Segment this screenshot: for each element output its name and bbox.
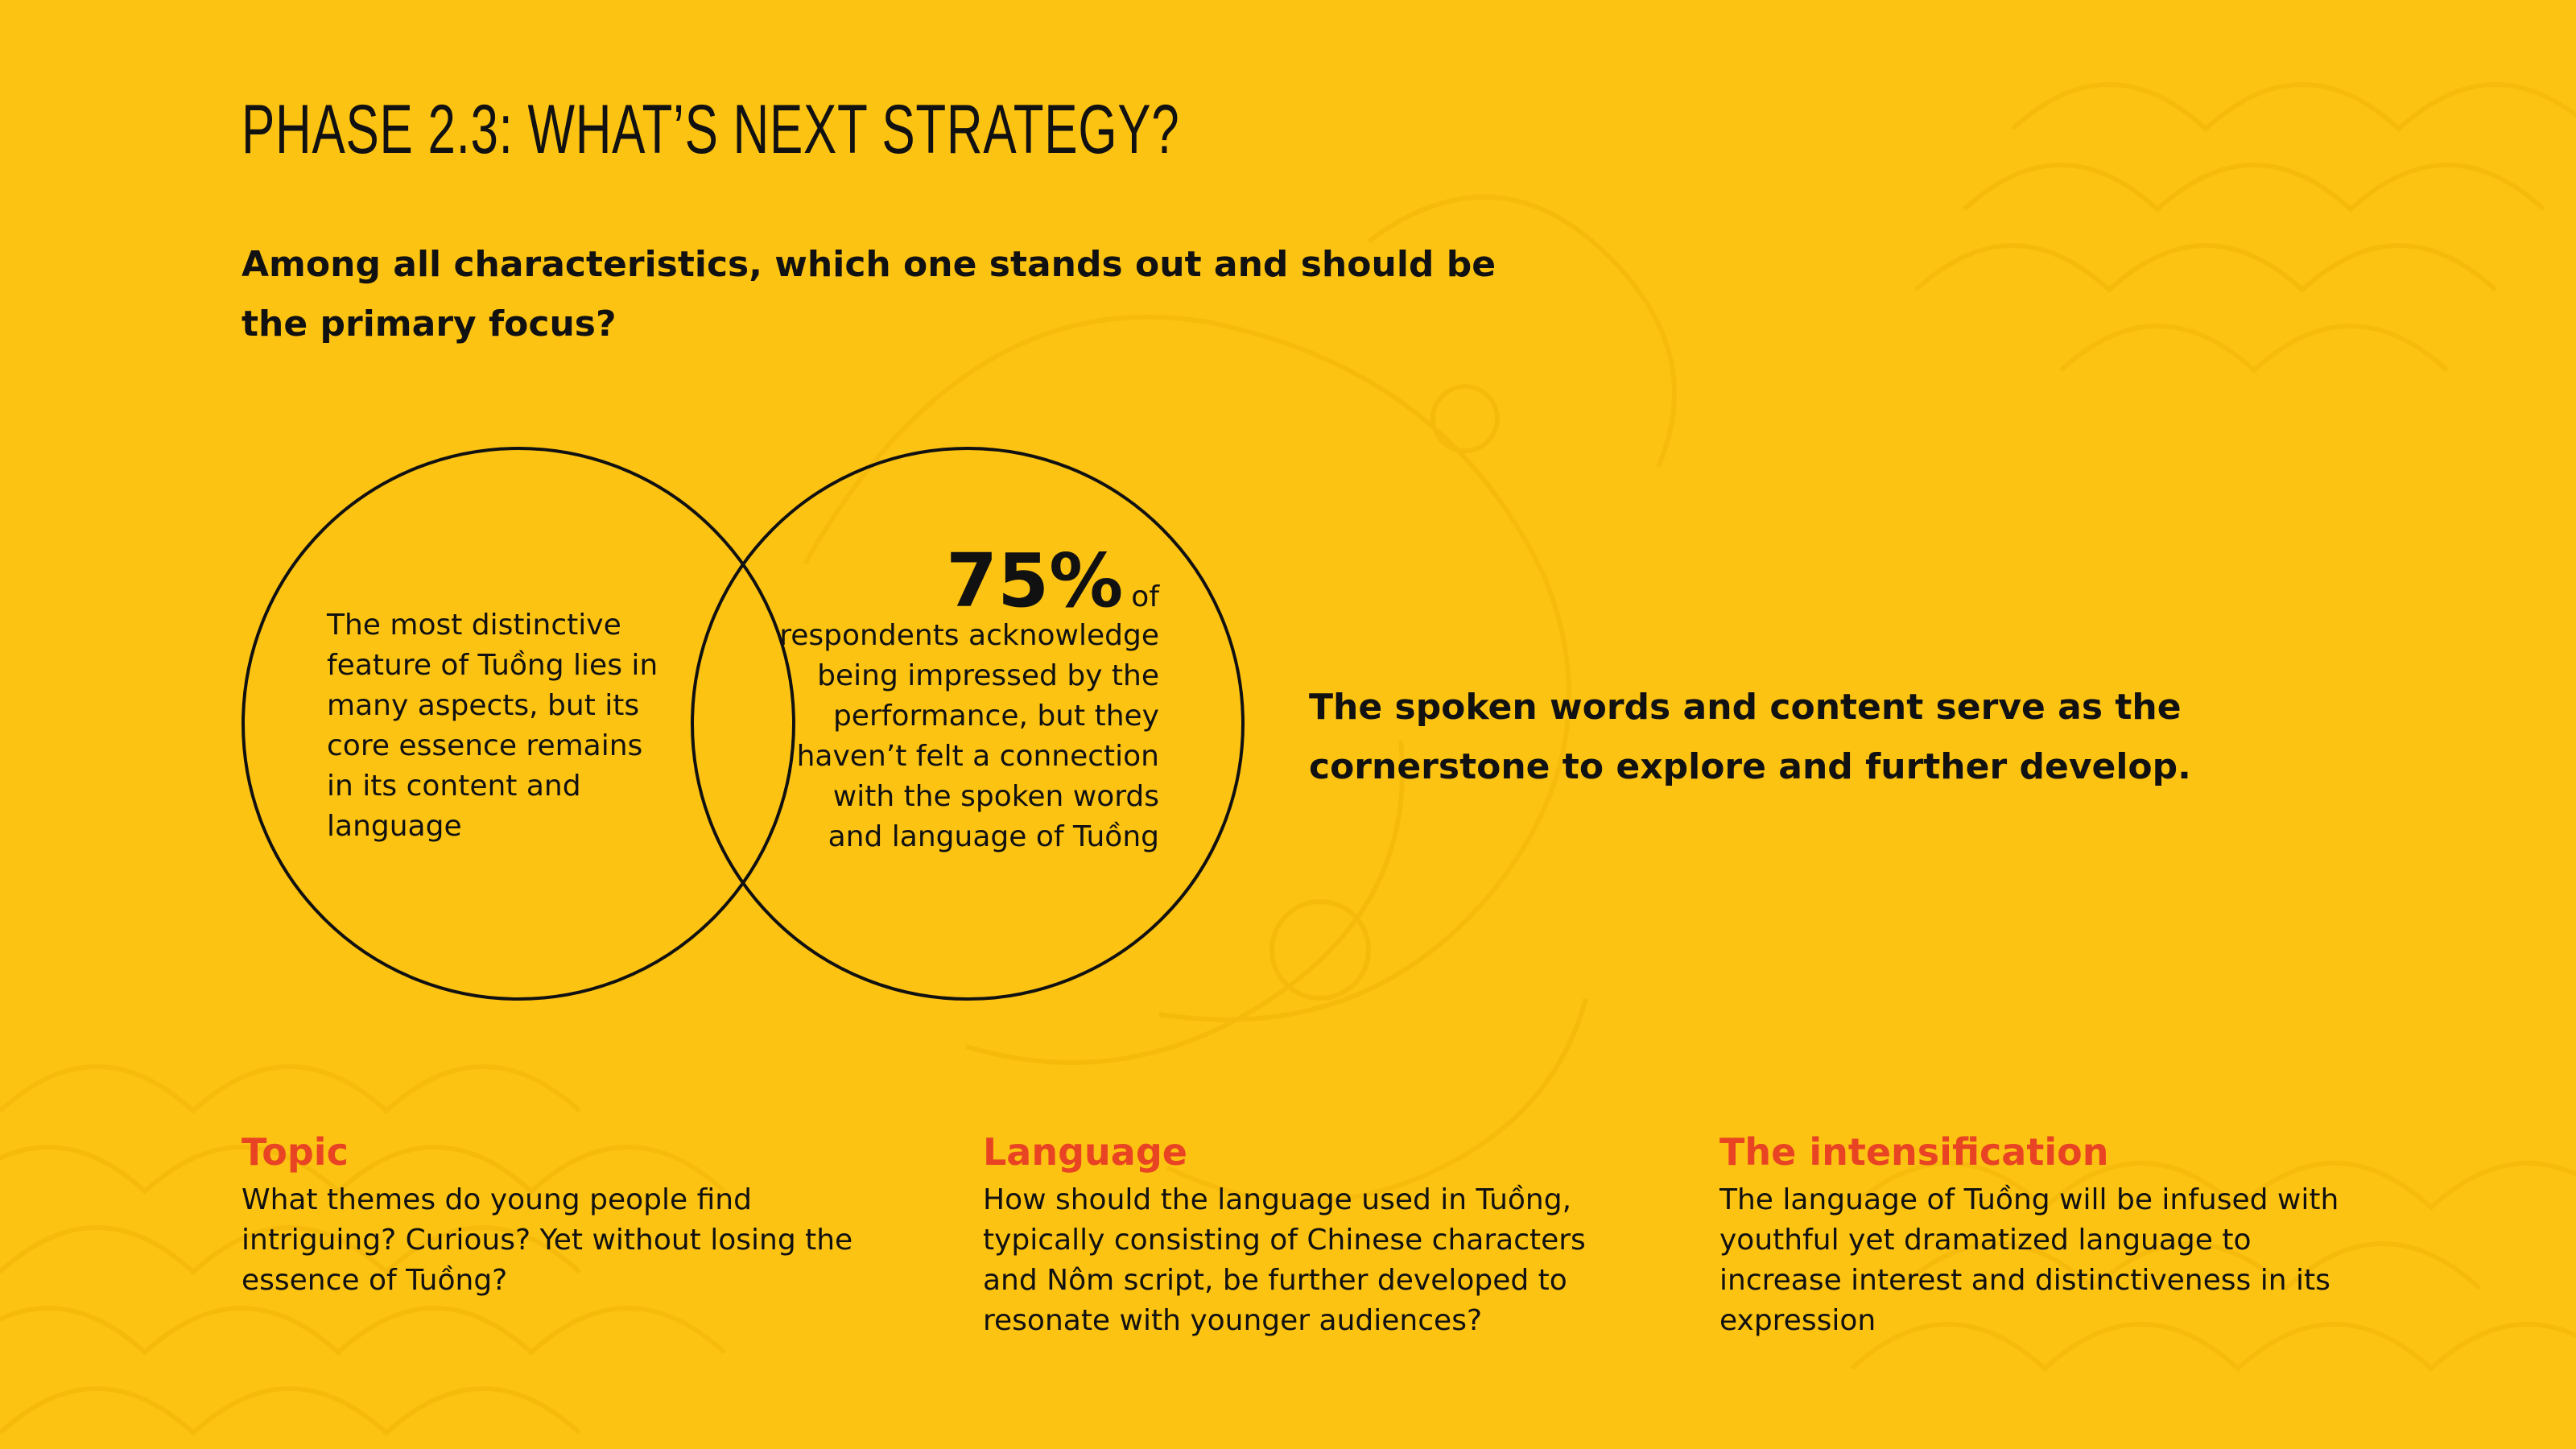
venn-circle-right xyxy=(691,447,1245,1001)
column-body: The language of Tuồng will be infused wi… xyxy=(1719,1183,2339,1337)
column-heading: Topic xyxy=(242,1130,349,1174)
column-heading: The intensification xyxy=(1719,1130,2109,1174)
column-intensification: The intensification The language of Tuồn… xyxy=(1719,1124,2347,1341)
column-language: Language How should the language used in… xyxy=(983,1124,1627,1341)
venn-left-text: The most distinctive feature of Tuồng li… xyxy=(327,609,658,843)
venn-circle-left xyxy=(242,447,795,1001)
stat-figure: 75% of xyxy=(926,538,1159,624)
stat-suffix: of xyxy=(1131,580,1159,613)
column-topic: Topic What themes do young people find i… xyxy=(242,1124,853,1301)
question-text: Among all characteristics, which one sta… xyxy=(242,244,1496,345)
column-body: What themes do young people find intrigu… xyxy=(242,1183,853,1297)
column-body: How should the language used in Tuồng, t… xyxy=(983,1183,1586,1337)
stat-percent: 75% xyxy=(946,538,1124,624)
venn-diagram xyxy=(242,447,1245,1001)
conclusion-text: The spoken words and content serve as th… xyxy=(1309,687,2191,787)
column-heading: Language xyxy=(983,1130,1187,1174)
page-title: PHASE 2.3: WHAT’S NEXT STRATEGY? xyxy=(242,91,1180,168)
venn-right-text: respondents acknowledge being impressed … xyxy=(779,619,1159,853)
